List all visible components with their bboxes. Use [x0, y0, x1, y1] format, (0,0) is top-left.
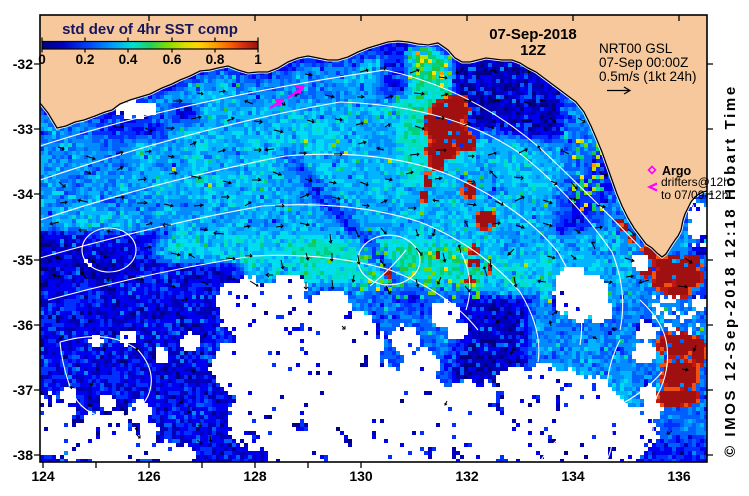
svg-text:130: 130	[349, 468, 373, 484]
svg-text:136: 136	[667, 468, 691, 484]
svg-text:-32: -32	[13, 56, 33, 72]
svg-text:-37: -37	[13, 382, 33, 398]
svg-text:Argo: Argo	[662, 164, 692, 178]
svg-text:132: 132	[455, 468, 479, 484]
svg-text:-36: -36	[13, 317, 33, 333]
svg-text:0.6: 0.6	[163, 52, 182, 67]
svg-text:-38: -38	[13, 447, 33, 463]
svg-text:0.8: 0.8	[206, 52, 225, 67]
svg-text:NRT00 GSL: NRT00 GSL	[599, 41, 673, 56]
svg-text:12Z: 12Z	[520, 42, 546, 59]
svg-text:0: 0	[38, 52, 46, 67]
svg-text:1: 1	[254, 52, 262, 67]
svg-text:124: 124	[31, 468, 55, 484]
svg-text:126: 126	[137, 468, 161, 484]
svg-text:0.4: 0.4	[119, 52, 138, 67]
svg-text:-34: -34	[13, 186, 33, 202]
svg-text:0.2: 0.2	[76, 52, 95, 67]
svg-text:07-Sep 00:00Z: 07-Sep 00:00Z	[599, 55, 688, 70]
svg-text:© IMOS 12-Sep-2018 12:18 Hobar: © IMOS 12-Sep-2018 12:18 Hobart Time	[722, 84, 739, 457]
svg-text:drifters@12h: drifters@12h	[661, 175, 730, 189]
svg-text:-35: -35	[13, 252, 33, 268]
svg-text:to 07/09-12h: to 07/09-12h	[661, 188, 728, 202]
svg-text:07-Sep-2018: 07-Sep-2018	[489, 26, 577, 43]
svg-text:128: 128	[243, 468, 267, 484]
svg-text:-33: -33	[13, 121, 33, 137]
svg-text:134: 134	[561, 468, 585, 484]
svg-text:0.5m/s (1kt 24h): 0.5m/s (1kt 24h)	[599, 69, 697, 84]
svg-text:std dev of 4hr SST comp: std dev of 4hr SST comp	[62, 21, 238, 38]
